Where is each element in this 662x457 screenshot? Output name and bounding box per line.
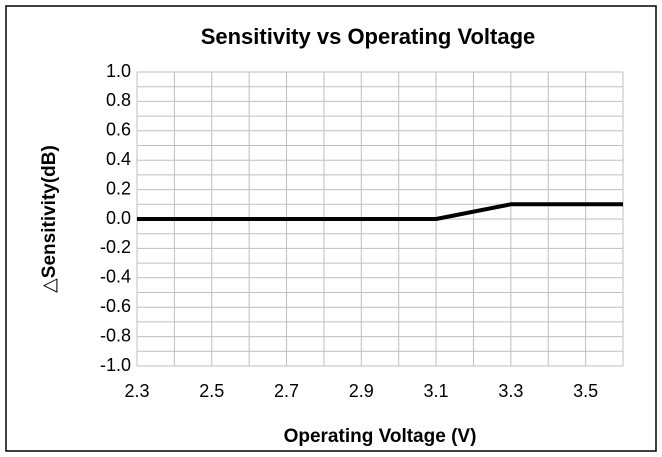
x-tick-label: 3.1	[424, 381, 449, 401]
y-tick-label: 0.6	[106, 120, 131, 140]
x-tick-label: 3.5	[573, 381, 598, 401]
y-axis-label: △Sensitivity(dB)	[39, 145, 60, 293]
y-tick-label: 0.8	[106, 90, 131, 110]
y-tick-label: 0.0	[106, 208, 131, 228]
x-tick-label: 2.7	[274, 381, 299, 401]
y-tick-label: -0.4	[100, 267, 131, 287]
chart-border	[5, 5, 657, 452]
y-tick-label: 0.4	[106, 149, 131, 169]
y-tick-label: 1.0	[106, 61, 131, 81]
x-tick-label: 2.9	[349, 381, 374, 401]
y-tick-label: 0.2	[106, 178, 131, 198]
y-tick-label: -0.6	[100, 296, 131, 316]
y-tick-label: -0.8	[100, 325, 131, 345]
y-tick-label: -0.2	[100, 237, 131, 257]
data-line	[137, 202, 623, 221]
x-axis-label: Operating Voltage (V)	[284, 426, 477, 447]
x-tick-label: 2.5	[199, 381, 224, 401]
chart-title: Sensitivity vs Operating Voltage	[201, 24, 536, 49]
x-tick-label: 3.3	[498, 381, 523, 401]
x-tick-label: 2.3	[124, 381, 149, 401]
y-tick-label: -1.0	[100, 355, 131, 375]
